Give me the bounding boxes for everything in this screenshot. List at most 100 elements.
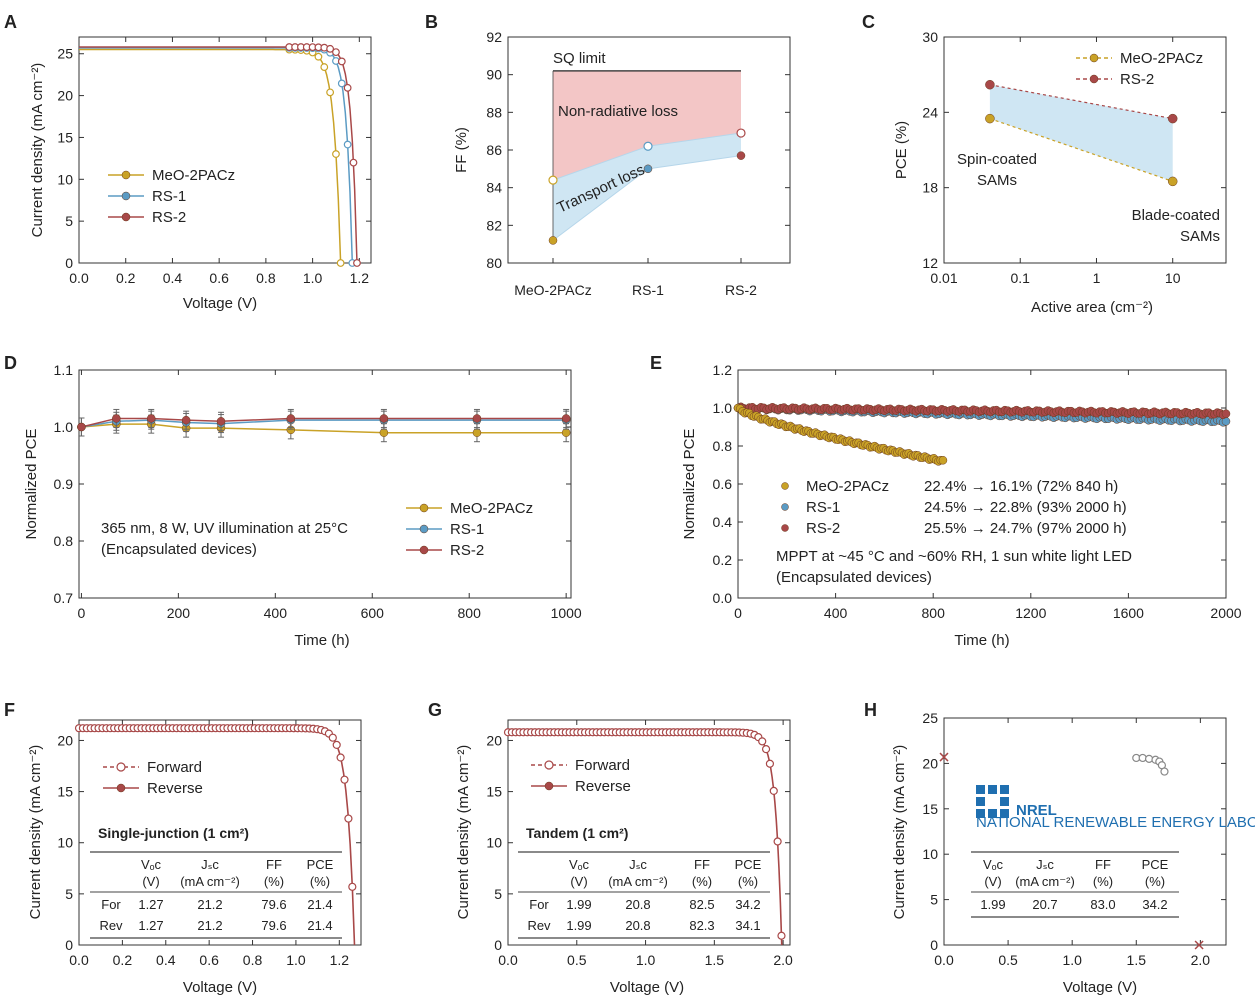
x-tick-label: 0.4 [163, 270, 183, 286]
panel-g-ylabel: Current density (mA cm⁻²) [455, 745, 472, 920]
table-g-hdr1: Vₒc [569, 857, 590, 872]
x-tick-label: 400 [264, 605, 288, 621]
table-g-cell: 20.8 [625, 918, 650, 933]
y-tick-label: 86 [486, 142, 502, 158]
x-tick-label: 2000 [1210, 605, 1241, 621]
y-tick-label: 5 [930, 892, 938, 908]
blade-coated-label-2: SAMs [1180, 228, 1220, 245]
table-title-f: Single-junction (1 cm²) [98, 825, 249, 841]
legend-a-1-marker [121, 191, 131, 201]
panel-F-axes: 0.0 0.2 0.4 0.6 0.8 1.0 1.2 0 5 10 15 20 [57, 719, 362, 968]
panel-c-xlabel: Active area (cm⁻²) [1031, 299, 1153, 316]
pce-line-MeO-2PACz [989, 118, 1173, 182]
x-tick-label: 0.0 [69, 270, 89, 286]
x-tick-label: 0.0 [934, 952, 954, 968]
panel-G-axes: 0.0 0.5 1.0 1.5 2.0 0 5 10 15 20 [486, 719, 793, 968]
y-tick-label: 0.7 [54, 590, 74, 606]
jv-point-RS-2 [343, 83, 352, 92]
x-tick-label: 800 [922, 605, 946, 621]
legend-e-name-2: RS-2 [806, 520, 840, 537]
table-g-cell: 20.8 [625, 897, 650, 912]
legend-e-name-1: RS-1 [806, 499, 840, 516]
x-tick-label: 0.2 [113, 952, 133, 968]
cross-marker [1194, 940, 1204, 950]
table-f-cell: 21.4 [307, 918, 332, 933]
jv-point-RS-2 [332, 48, 340, 57]
panel-f-ylabel: Current density (mA cm⁻²) [27, 745, 44, 920]
x-tick-label: 0.8 [243, 952, 263, 968]
panel-H-axes: 0.0 0.5 1.0 1.5 2.0 0 5 10 15 20 25 [922, 710, 1227, 968]
panel-a-xlabel: Voltage (V) [183, 295, 257, 312]
jv-forward-point [777, 931, 786, 940]
legend-e-marker-2 [781, 524, 789, 532]
x-tick-label: 400 [824, 605, 848, 621]
legend-a-2-label: RS-2 [152, 209, 186, 226]
y-tick-label: 20 [57, 732, 73, 748]
nonradiative-loss-label: Non-radiative loss [558, 103, 678, 120]
ff-upper-point [736, 128, 746, 138]
panel-g-xlabel: Voltage (V) [610, 979, 684, 996]
y-tick-label: 90 [486, 67, 502, 83]
x-tick-label: 1.0 [1062, 952, 1082, 968]
table-g-cell: For [529, 897, 549, 912]
table-f-hdr1: Vₒc [141, 857, 162, 872]
y-tick-label: 10 [57, 835, 73, 851]
nrel-logo-text: NREL [1016, 802, 1057, 819]
y-tick-label: 0.8 [54, 533, 74, 549]
nrel-logo-square [976, 809, 985, 818]
nrel-logo-square [988, 785, 997, 794]
jv-forward-point [344, 814, 353, 823]
legend-d-0-label: MeO-2PACz [450, 500, 533, 517]
y-tick-label: 10 [922, 846, 938, 862]
table-g-hdr2: (%) [692, 874, 712, 889]
jv-forward-point [758, 737, 767, 746]
y-tick-label: 0 [930, 937, 938, 953]
jv-point-MeO-2PACz [326, 88, 335, 97]
x-tick-label: 10 [1165, 270, 1181, 286]
y-tick-label: 1.0 [54, 419, 74, 435]
jv-curve-RS-2 [79, 46, 358, 264]
x-tick-label: 1.2 [330, 952, 350, 968]
table-g-cell: 34.1 [735, 918, 760, 933]
y-tick-label: 0.9 [54, 476, 74, 492]
y-tick-label: 30 [922, 29, 938, 45]
jv-point-RS-2 [353, 259, 361, 267]
x-tick-label: 0.6 [199, 952, 219, 968]
x-tick-label: 200 [167, 605, 191, 621]
x-tick-label: 0.8 [256, 270, 276, 286]
y-tick-label: 20 [57, 88, 73, 104]
x-tick-label: 0 [78, 605, 86, 621]
table-f-cell: 21.4 [307, 897, 332, 912]
jv-point-MeO-2PACz [332, 150, 340, 158]
panel-e-xlabel: Time (h) [954, 632, 1009, 649]
legend-e-name-0: MeO-2PACz [806, 478, 889, 495]
nonradiative-loss-area [553, 70, 741, 181]
legend-g-rev-label: Reverse [575, 778, 631, 795]
panel-a-ylabel: Current density (mA cm⁻²) [29, 63, 46, 238]
legend-a-0-marker [121, 170, 131, 180]
x-tick-label: 1600 [1113, 605, 1144, 621]
stability-point-MeO-2PACz [379, 428, 389, 437]
y-tick-label: 80 [486, 255, 502, 271]
jv-point-RS-1 [343, 140, 352, 149]
x-tick-label: 1.2 [350, 270, 370, 286]
panel-letter-b: B [425, 12, 438, 32]
table-g-hdr1: PCE [735, 857, 762, 872]
y-tick-label: 1.0 [713, 400, 733, 416]
panel-b-ylabel: FF (%) [453, 127, 470, 173]
x-tick-label: 0.1 [1011, 270, 1031, 286]
table-g-cell: 34.2 [735, 897, 760, 912]
table-g-cell: 82.3 [689, 918, 714, 933]
x-category-label: RS-2 [725, 282, 757, 298]
x-tick-label: 0.5 [998, 952, 1018, 968]
table-g-hdr2: (%) [738, 874, 758, 889]
legend-d-0-marker [419, 503, 429, 513]
x-tick-label: 1.0 [636, 952, 656, 968]
y-tick-label: 82 [486, 217, 502, 233]
y-tick-label: 84 [486, 180, 502, 196]
jv-point-MeO-2PACz [336, 259, 345, 267]
x-tick-label: 0.5 [567, 952, 587, 968]
jv-forward-point [773, 837, 782, 846]
blade-coated-label: Blade-coated [1132, 207, 1220, 224]
nrel-logo-square [1000, 797, 1009, 806]
